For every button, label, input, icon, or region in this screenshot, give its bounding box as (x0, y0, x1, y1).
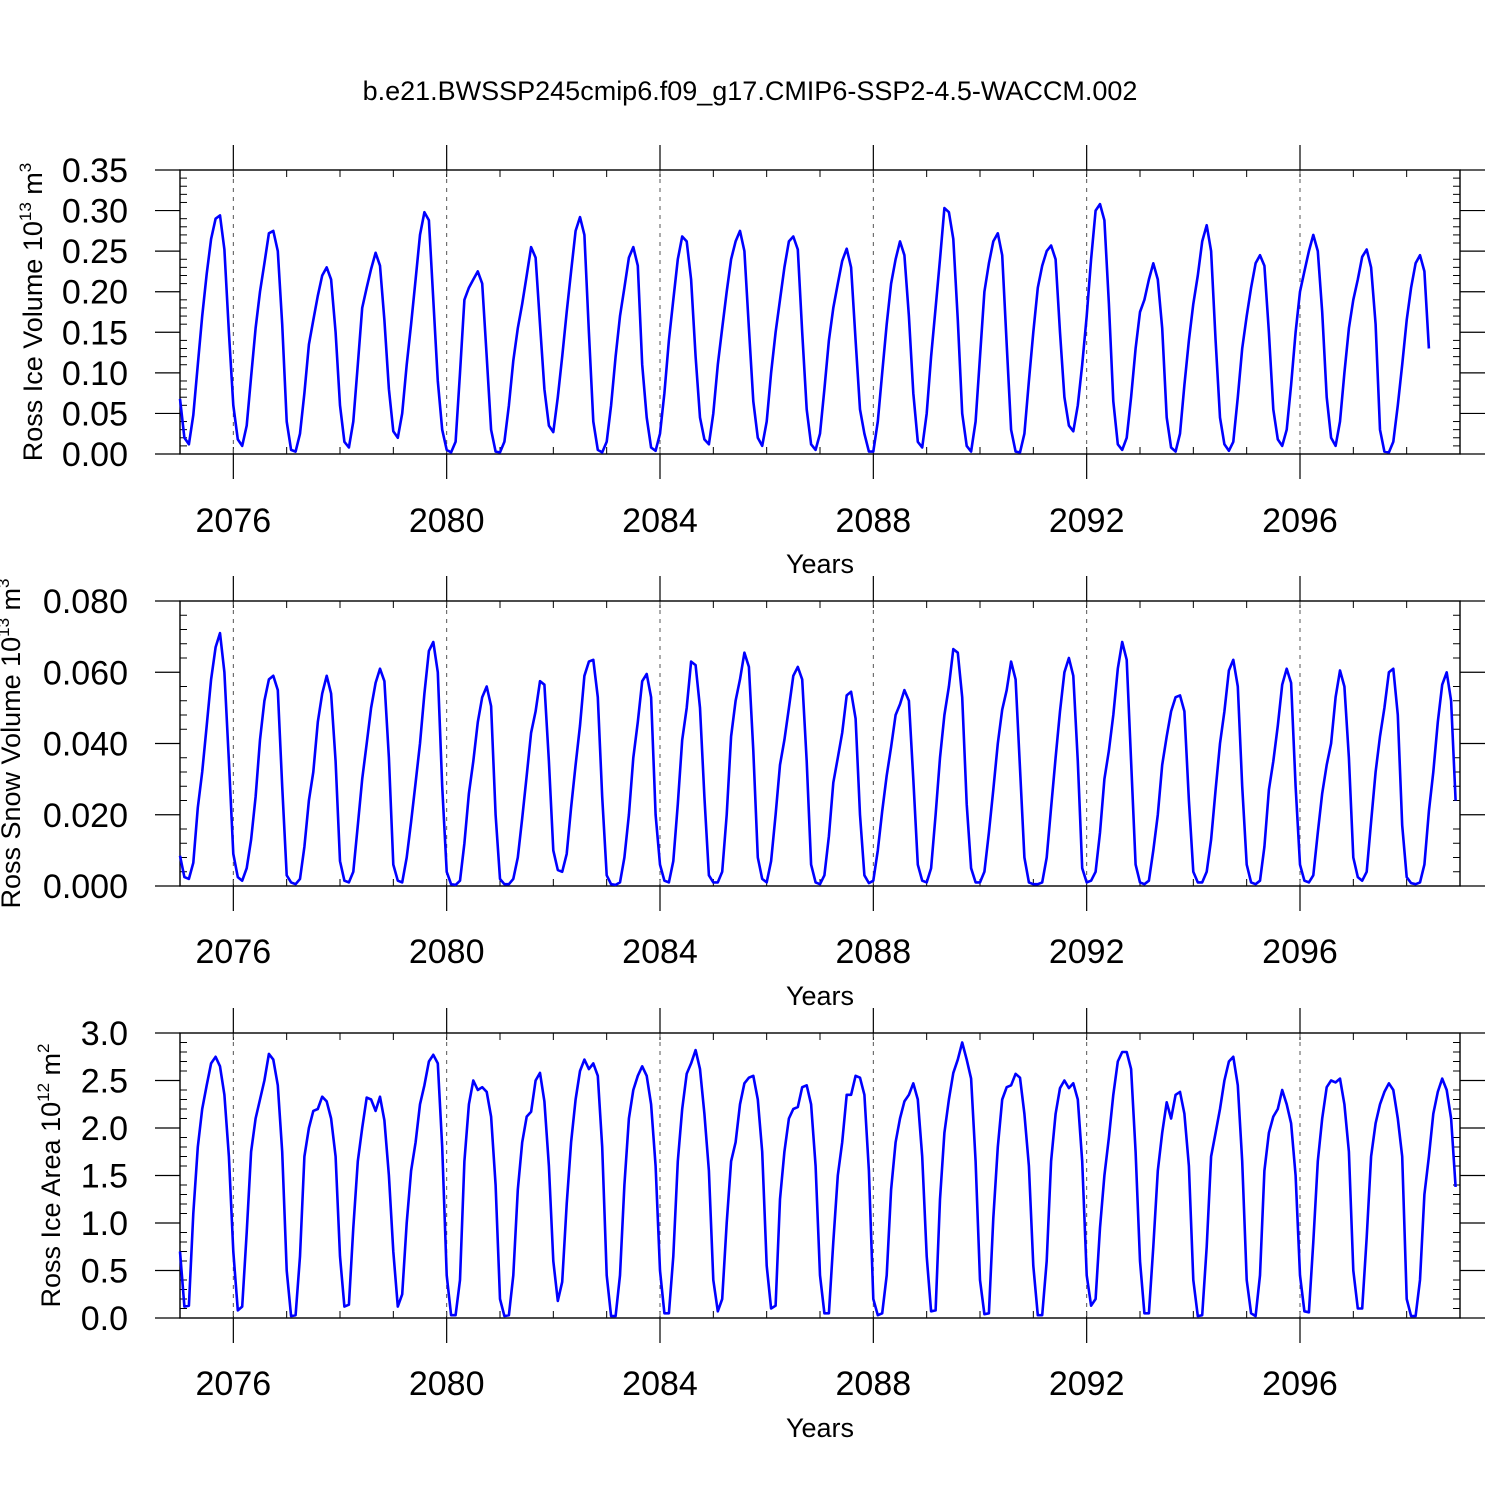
y-axis-title: Ross Snow Volume 1013 m3 (0, 578, 26, 908)
plot-frame (179, 1032, 1461, 1319)
x-tick-label: 2092 (1049, 1365, 1125, 1403)
y-axis-title-text: Ross Ice Area 10 (36, 1102, 66, 1308)
y-axis-title-superscript: 3 (16, 163, 35, 172)
y-tick-label: 3.0 (81, 1015, 128, 1053)
x-tick-label: 2076 (196, 933, 272, 971)
x-tick-label: 2084 (622, 502, 698, 540)
x-tick-label: 2088 (836, 1365, 912, 1403)
x-tick-label: 2084 (622, 1365, 698, 1403)
y-axis-title: Ross Ice Volume 1013 m3 (16, 163, 48, 462)
y-tick-label: 2.5 (81, 1063, 128, 1101)
y-tick-label: 0.0 (81, 1300, 128, 1338)
y-tick-label: 0.30 (62, 193, 128, 231)
page-title: b.e21.BWSSP245cmip6.f09_g17.CMIP6-SSP2-4… (362, 76, 1138, 106)
series-line (178, 631, 1457, 887)
y-tick-label: 0.20 (62, 274, 128, 312)
x-tick-label: 2096 (1262, 933, 1338, 971)
panel-ice-area: 2076 2080 2084 2088 2092 2096 0.0 0.5 1.0 1.5 2.0 2… (34, 1008, 1485, 1443)
y-axis-title: Ross Ice Area 1012 m2 (34, 1043, 66, 1307)
x-tick-label: 2080 (409, 502, 485, 540)
y-axis-title-superscript: 3 (0, 578, 13, 587)
y-tick-label: 0.25 (62, 233, 128, 271)
y-axis-title-text: m (18, 172, 48, 202)
y-tick-label: 0.35 (62, 152, 128, 190)
series-line (178, 1041, 1457, 1318)
panel-ice-volume: 2076 2080 2084 2088 2092 2096 0.000.050.100.15… (16, 145, 1485, 579)
y-axis-title-text: m (0, 588, 26, 618)
x-tick-label: 2092 (1049, 933, 1125, 971)
y-axis-title-superscript: 13 (0, 618, 13, 637)
panel-snow-volume: 2076 2080 2084 2088 2092 2096 0.000 0.020 0.040 0… (0, 576, 1485, 1011)
x-tick-label: 2088 (836, 933, 912, 971)
y-axis-title-superscript: 12 (34, 1083, 53, 1102)
y-axis-title-superscript: 13 (16, 202, 35, 221)
x-tick-label: 2080 (409, 1365, 485, 1403)
x-tick-label: 2096 (1262, 502, 1338, 540)
x-tick-label: 2088 (836, 502, 912, 540)
y-tick-label: 1.5 (81, 1158, 128, 1196)
x-axis-title: Years (786, 549, 854, 579)
y-tick-label: 0.040 (43, 726, 128, 764)
y-tick-label: 0.080 (43, 583, 128, 621)
y-tick-label: 1.0 (81, 1205, 128, 1243)
y-tick-label: 0.020 (43, 797, 128, 835)
y-tick-label: 2.0 (81, 1110, 128, 1148)
x-tick-label: 2080 (409, 933, 485, 971)
x-tick-label: 2096 (1262, 1365, 1338, 1403)
x-axis-title: Years (786, 1413, 854, 1443)
y-axis-title-text: m (36, 1053, 66, 1083)
y-tick-label: 0.000 (43, 868, 128, 906)
x-tick-label: 2076 (196, 502, 272, 540)
x-tick-label: 2084 (622, 933, 698, 971)
y-tick-label: 0.5 (81, 1253, 128, 1291)
x-tick-label: 2092 (1049, 502, 1125, 540)
plot-frame (179, 600, 1461, 887)
x-tick-label: 2076 (196, 1365, 272, 1403)
x-axis-title: Years (786, 981, 854, 1011)
y-tick-label: 0.00 (62, 436, 128, 474)
series-line (178, 202, 1431, 454)
y-tick-label: 0.05 (62, 395, 128, 433)
y-axis-title-superscript: 2 (34, 1043, 53, 1052)
y-tick-label: 0.10 (62, 355, 128, 393)
y-tick-label: 0.15 (62, 314, 128, 352)
y-axis-title-text: Ross Snow Volume 10 (0, 637, 26, 909)
y-tick-label: 0.060 (43, 654, 128, 692)
plot-frame (179, 169, 1461, 455)
y-axis-title-text: Ross Ice Volume 10 (18, 221, 48, 461)
